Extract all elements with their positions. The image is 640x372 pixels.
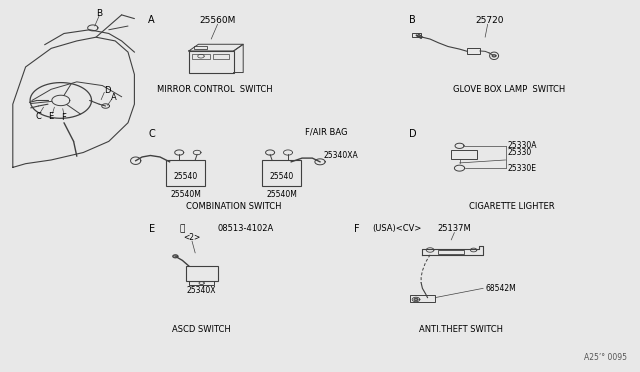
Text: D: D <box>104 86 111 94</box>
Text: C: C <box>148 129 155 139</box>
Text: 25560M: 25560M <box>200 16 236 25</box>
Bar <box>186 266 218 281</box>
Text: MIRROR CONTROL  SWITCH: MIRROR CONTROL SWITCH <box>157 85 272 94</box>
Text: 25540M: 25540M <box>266 190 297 199</box>
Bar <box>412 33 421 37</box>
Polygon shape <box>414 298 418 301</box>
Bar <box>189 51 234 73</box>
Bar <box>213 54 229 59</box>
Text: A25’° 0095: A25’° 0095 <box>584 353 627 362</box>
Bar <box>410 295 435 302</box>
Text: CIGARETTE LIGHTER: CIGARETTE LIGHTER <box>469 202 555 211</box>
Text: 25330: 25330 <box>508 148 532 157</box>
Text: ASCD SWITCH: ASCD SWITCH <box>172 325 231 334</box>
Text: E: E <box>49 112 54 121</box>
Text: 25340XA: 25340XA <box>323 151 358 160</box>
Text: 25540: 25540 <box>173 172 198 181</box>
Text: (USA)<CV>: (USA)<CV> <box>372 224 422 233</box>
Text: COMBINATION SWITCH: COMBINATION SWITCH <box>186 202 282 211</box>
Bar <box>438 250 464 254</box>
Text: B: B <box>410 16 416 25</box>
Bar <box>189 281 214 285</box>
Text: 25720: 25720 <box>476 16 504 25</box>
Bar <box>451 150 477 159</box>
Text: GLOVE BOX LAMP  SWITCH: GLOVE BOX LAMP SWITCH <box>452 85 565 94</box>
Text: F: F <box>61 113 67 122</box>
Text: F/AIR BAG: F/AIR BAG <box>305 128 348 137</box>
Bar <box>467 48 480 54</box>
Text: A: A <box>148 16 155 25</box>
Text: 68542M: 68542M <box>485 284 516 293</box>
Text: 08513-4102A: 08513-4102A <box>218 224 274 233</box>
Text: 25330A: 25330A <box>508 141 537 150</box>
Text: <2>: <2> <box>184 233 200 242</box>
Text: 25540: 25540 <box>269 172 294 181</box>
Bar <box>262 160 301 186</box>
Text: B: B <box>96 9 102 17</box>
Text: 25340X: 25340X <box>187 286 216 295</box>
Text: E: E <box>148 224 155 234</box>
Polygon shape <box>492 55 496 57</box>
Text: 25137M: 25137M <box>438 224 471 233</box>
Bar <box>194 46 207 49</box>
Text: C: C <box>35 112 42 121</box>
Text: F: F <box>355 224 360 234</box>
Text: Ⓢ: Ⓢ <box>179 224 184 233</box>
Text: 25330E: 25330E <box>508 164 536 173</box>
Text: A: A <box>111 93 116 102</box>
Polygon shape <box>173 255 178 258</box>
Text: D: D <box>409 129 417 139</box>
Text: ANTI.THEFT SWITCH: ANTI.THEFT SWITCH <box>419 325 503 334</box>
Text: 25540M: 25540M <box>170 190 201 199</box>
Bar <box>192 54 210 59</box>
Bar <box>166 160 205 186</box>
